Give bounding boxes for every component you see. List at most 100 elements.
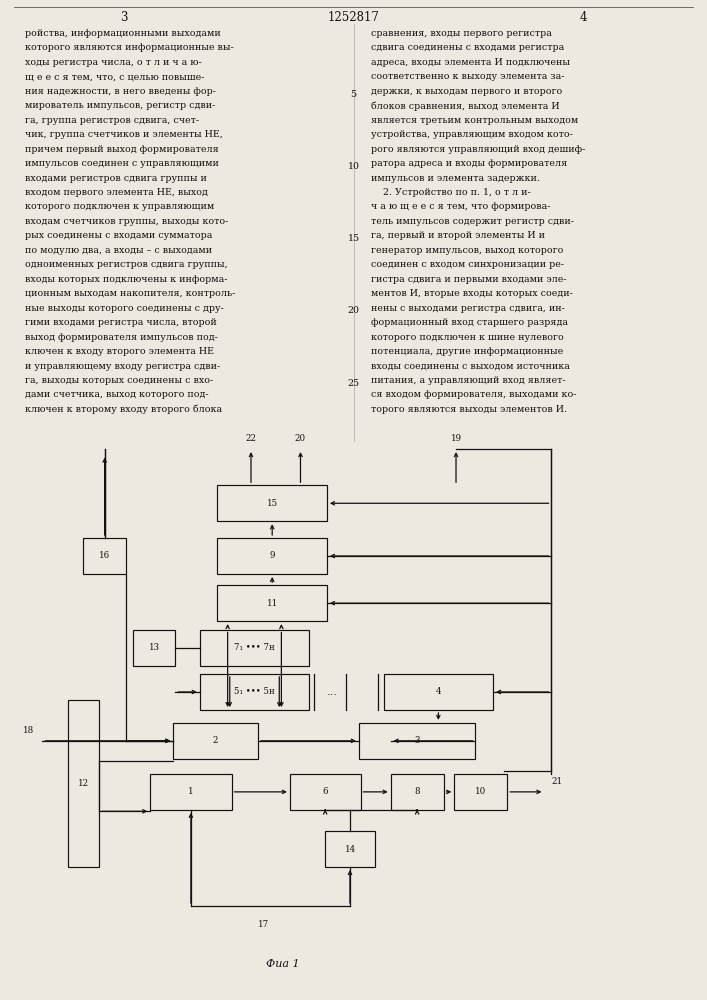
Text: которого являются информационные вы-: которого являются информационные вы- (25, 43, 233, 52)
Text: 6: 6 (322, 787, 328, 796)
Text: держки, к выходам первого и второго: держки, к выходам первого и второго (371, 87, 563, 96)
Text: торого являются выходы элементов И.: торого являются выходы элементов И. (371, 405, 567, 414)
Text: 20: 20 (348, 306, 359, 315)
Text: 3: 3 (414, 736, 420, 745)
Text: выход формирователя импульсов под-: выход формирователя импульсов под- (25, 333, 218, 342)
Bar (151, 774, 232, 810)
Text: устройства, управляющим входом кото-: устройства, управляющим входом кото- (371, 130, 573, 139)
Text: 8: 8 (414, 787, 420, 796)
Text: 7₁ ••• 7н: 7₁ ••• 7н (234, 643, 275, 652)
Text: ключен к второму входу второго блока: ключен к второму входу второго блока (25, 405, 222, 414)
Text: ратора адреса и входы формирователя: ратора адреса и входы формирователя (371, 159, 568, 168)
Text: 11: 11 (267, 599, 278, 608)
Bar (83, 538, 126, 574)
Text: тель импульсов содержит регистр сдви-: тель импульсов содержит регистр сдви- (371, 217, 574, 226)
Text: 14: 14 (344, 845, 356, 854)
Bar (455, 774, 508, 810)
Text: 10: 10 (348, 162, 359, 171)
Text: гими входами регистра числа, второй: гими входами регистра числа, второй (25, 318, 216, 327)
Text: мирователь импульсов, регистр сдви-: мирователь импульсов, регистр сдви- (25, 101, 215, 110)
Text: дами счетчика, выход которого под-: дами счетчика, выход которого под- (25, 390, 209, 399)
Text: которого подключен к шине нулевого: которого подключен к шине нулевого (371, 333, 564, 342)
Text: чик, группа счетчиков и элементы НЕ,: чик, группа счетчиков и элементы НЕ, (25, 130, 223, 139)
Bar (218, 538, 327, 574)
Text: 18: 18 (23, 726, 34, 735)
Bar (218, 485, 327, 521)
Text: 2. Устройство по п. 1, о т л и-: 2. Устройство по п. 1, о т л и- (371, 188, 531, 197)
Text: га, первый и второй элементы И и: га, первый и второй элементы И и (371, 231, 545, 240)
Bar (173, 723, 258, 759)
Text: 1: 1 (188, 787, 194, 796)
Text: входам счетчиков группы, выходы кото-: входам счетчиков группы, выходы кото- (25, 217, 228, 226)
Bar (390, 774, 444, 810)
Text: 5₁ ••• 5н: 5₁ ••• 5н (234, 687, 275, 696)
Text: щ е е с я тем, что, с целью повыше-: щ е е с я тем, что, с целью повыше- (25, 72, 204, 81)
Text: нены с выходами регистра сдвига, ин-: нены с выходами регистра сдвига, ин- (371, 304, 565, 313)
Text: причем первый выход формирователя: причем первый выход формирователя (25, 145, 218, 154)
Text: ключен к входу второго элемента НЕ: ключен к входу второго элемента НЕ (25, 347, 214, 356)
Text: питания, а управляющий вход являет-: питания, а управляющий вход являет- (371, 376, 566, 385)
Text: сдвига соединены с входами регистра: сдвига соединены с входами регистра (371, 43, 564, 52)
Text: является третьим контрольным выходом: является третьим контрольным выходом (371, 116, 578, 125)
Text: одноименных регистров сдвига группы,: одноименных регистров сдвига группы, (25, 260, 228, 269)
Text: потенциала, другие информационные: потенциала, другие информационные (371, 347, 563, 356)
Text: 5: 5 (351, 90, 356, 99)
Bar (199, 630, 310, 666)
Bar (199, 674, 310, 710)
Text: 1252817: 1252817 (327, 11, 380, 24)
Text: ся входом формирователя, выходами ко-: ся входом формирователя, выходами ко- (371, 390, 577, 399)
Text: 10: 10 (475, 787, 486, 796)
Text: по модулю два, а входы – с выходами: по модулю два, а входы – с выходами (25, 246, 212, 255)
Bar (68, 700, 99, 867)
Text: гистра сдвига и первыми входами эле-: гистра сдвига и первыми входами эле- (371, 275, 567, 284)
Bar (384, 674, 493, 710)
Text: 2: 2 (213, 736, 218, 745)
Text: входы которых подключены к информа-: входы которых подключены к информа- (25, 275, 227, 284)
Text: 22: 22 (245, 434, 257, 443)
Text: ные выходы которого соединены с дру-: ные выходы которого соединены с дру- (25, 304, 223, 313)
Text: и управляющему входу регистра сдви-: и управляющему входу регистра сдви- (25, 362, 220, 371)
Text: 9: 9 (269, 552, 275, 560)
Text: входом первого элемента НЕ, выход: входом первого элемента НЕ, выход (25, 188, 208, 197)
Text: ...: ... (327, 687, 338, 697)
Text: ментов И, вторые входы которых соеди-: ментов И, вторые входы которых соеди- (371, 289, 573, 298)
Text: га, выходы которых соединены с вхо-: га, выходы которых соединены с вхо- (25, 376, 213, 385)
Text: входы соединены с выходом источника: входы соединены с выходом источника (371, 362, 570, 371)
Text: 16: 16 (99, 552, 110, 560)
Bar (218, 585, 327, 621)
Text: 15: 15 (347, 234, 360, 243)
Bar (290, 774, 361, 810)
Text: 12: 12 (78, 779, 89, 788)
Text: 13: 13 (148, 643, 160, 652)
Text: соединен с входом синхронизации ре-: соединен с входом синхронизации ре- (371, 260, 564, 269)
Text: которого подключен к управляющим: которого подключен к управляющим (25, 202, 214, 211)
Text: 4: 4 (436, 687, 441, 696)
Text: адреса, входы элемента И подключены: адреса, входы элемента И подключены (371, 58, 570, 67)
Text: 4: 4 (580, 11, 587, 24)
Text: рого являются управляющий вход дешиф-: рого являются управляющий вход дешиф- (371, 145, 585, 154)
Text: импульсов и элемента задержки.: импульсов и элемента задержки. (371, 174, 540, 183)
Text: 20: 20 (295, 434, 306, 443)
Text: 19: 19 (450, 434, 462, 443)
Text: 21: 21 (551, 777, 563, 786)
Text: ния надежности, в него введены фор-: ния надежности, в него введены фор- (25, 87, 216, 96)
Bar (325, 831, 375, 867)
Text: ционным выходам накопителя, контроль-: ционным выходам накопителя, контроль- (25, 289, 235, 298)
Text: сравнения, входы первого регистра: сравнения, входы первого регистра (371, 29, 552, 38)
Text: ройства, информационными выходами: ройства, информационными выходами (25, 29, 221, 38)
Text: га, группа регистров сдвига, счет-: га, группа регистров сдвига, счет- (25, 116, 199, 125)
Text: Фua 1: Фua 1 (266, 959, 300, 969)
Text: соответственно к выходу элемента за-: соответственно к выходу элемента за- (371, 72, 565, 81)
Text: формационный вход старшего разряда: формационный вход старшего разряда (371, 318, 568, 327)
Bar (133, 630, 175, 666)
Text: входами регистров сдвига группы и: входами регистров сдвига группы и (25, 174, 206, 183)
Text: ходы регистра числа, о т л и ч а ю-: ходы регистра числа, о т л и ч а ю- (25, 58, 201, 67)
Text: 15: 15 (267, 499, 278, 508)
Text: генератор импульсов, выход которого: генератор импульсов, выход которого (371, 246, 563, 255)
Text: ч а ю щ е е с я тем, что формирова-: ч а ю щ е е с я тем, что формирова- (371, 202, 551, 211)
Bar (358, 723, 475, 759)
Text: импульсов соединен с управляющими: импульсов соединен с управляющими (25, 159, 218, 168)
Text: 17: 17 (258, 920, 269, 929)
Text: 3: 3 (120, 11, 127, 24)
Text: блоков сравнения, выход элемента И: блоков сравнения, выход элемента И (371, 101, 560, 111)
